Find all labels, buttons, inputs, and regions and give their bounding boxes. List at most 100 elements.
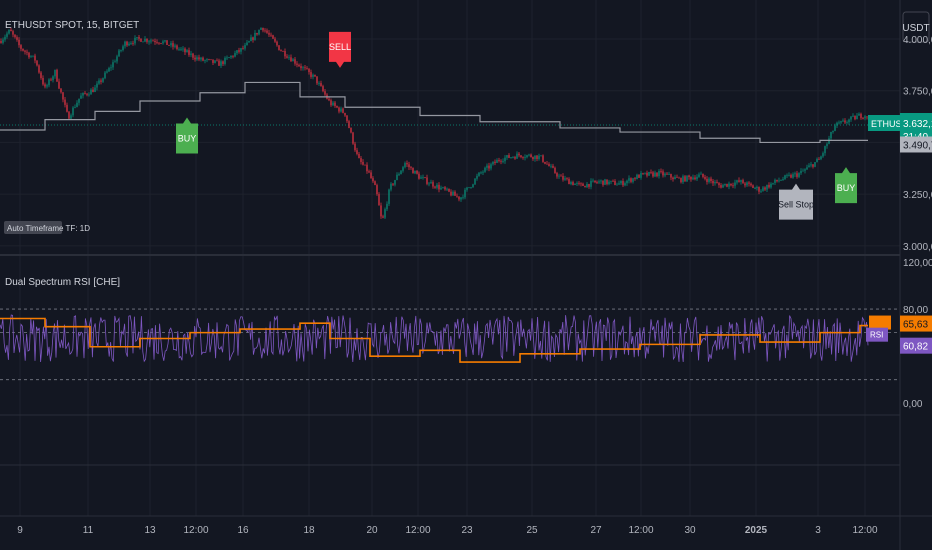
- candle-body: [616, 184, 618, 186]
- candle-body: [778, 180, 780, 182]
- candle-body: [294, 59, 296, 64]
- time-axis[interactable]: 9 11 13 12:00 16 18 20 12:00 23 25 27 12:00 30 2025 3 1…: [17, 525, 878, 536]
- candle-body: [582, 183, 584, 186]
- candle-body: [228, 57, 230, 59]
- indicator-axis[interactable]: 120,00 80,00 0,00: [903, 258, 932, 410]
- candle-body: [592, 180, 594, 182]
- candle-body: [670, 174, 672, 178]
- time-tick-label: 12:00: [405, 525, 430, 536]
- candle-body: [748, 182, 750, 184]
- symbol-title[interactable]: ETHUSDT SPOT, 15, BITGET: [5, 20, 139, 31]
- candle-body: [590, 180, 592, 187]
- price-axis[interactable]: 4.000,00 3.750,00 3.250,00 3.000,00: [903, 35, 932, 253]
- candle-body: [96, 83, 98, 88]
- candle-body: [66, 104, 68, 112]
- candle-body: [768, 184, 770, 188]
- candle-body: [252, 37, 254, 40]
- candle-body: [584, 185, 586, 188]
- candle-body: [212, 59, 214, 63]
- candle-body: [752, 185, 754, 188]
- candle-body: [816, 159, 818, 163]
- candle-body: [764, 187, 766, 190]
- candle-body: [712, 181, 714, 184]
- candle-body: [360, 158, 362, 162]
- candle-body: [412, 168, 414, 174]
- candle-body: [300, 66, 302, 69]
- candle-body: [854, 115, 856, 120]
- candle-body: [664, 173, 666, 176]
- candle-body: [400, 170, 402, 175]
- candle-body: [196, 57, 198, 60]
- candle-body: [746, 182, 748, 186]
- candle-body: [56, 69, 58, 82]
- candle-body: [162, 41, 164, 44]
- indicator-pane[interactable]: [0, 308, 900, 381]
- price-pane[interactable]: [0, 27, 868, 219]
- candle-body: [852, 115, 854, 117]
- candle-body: [62, 92, 64, 100]
- rsi-tag-box: [866, 327, 888, 342]
- candle-body: [0, 41, 2, 43]
- candle-body: [832, 130, 834, 133]
- currency-button[interactable]: [902, 11, 930, 43]
- candle-body: [240, 48, 242, 52]
- candle-body: [620, 181, 622, 184]
- candle-body: [472, 184, 474, 188]
- candle-body: [662, 171, 664, 176]
- candle-body: [90, 89, 92, 95]
- candle-body: [694, 177, 696, 180]
- candle-body: [726, 183, 728, 187]
- candle-body: [758, 187, 760, 192]
- candle-body: [680, 177, 682, 183]
- auto-timeframe-step-line: [0, 81, 868, 144]
- candle-body: [688, 175, 690, 177]
- candle-body: [656, 172, 658, 177]
- candle-body: [22, 48, 24, 51]
- htf-rsi-step-line: [0, 317, 868, 363]
- candle-body: [142, 41, 144, 43]
- candle-body: [246, 42, 248, 46]
- candle-body: [844, 120, 846, 123]
- time-tick-label: 12:00: [852, 525, 877, 536]
- candle-body: [436, 184, 438, 188]
- candle-body: [72, 107, 74, 116]
- candle-body: [296, 63, 298, 65]
- indicator-tick-label: 80,00: [903, 305, 928, 316]
- candle-body: [274, 38, 276, 42]
- candle-body: [52, 76, 54, 81]
- time-tick-label: 16: [237, 525, 249, 536]
- candle-body: [188, 50, 190, 55]
- candle-body: [414, 170, 416, 174]
- candle-body: [486, 165, 488, 168]
- candle-body: [298, 64, 300, 67]
- candle-body: [686, 175, 688, 182]
- candle-body: [104, 72, 106, 79]
- candle-body: [292, 59, 294, 62]
- indicator-tick-label: 120,00: [903, 258, 932, 269]
- candle-body: [792, 174, 794, 178]
- candle-body: [460, 197, 462, 200]
- candle-body: [44, 84, 46, 87]
- candle-body: [50, 79, 52, 81]
- candle-body: [588, 183, 590, 187]
- buy-marker: [176, 117, 198, 154]
- price-tick-label: 3.250,00: [903, 190, 932, 201]
- candle-body: [108, 68, 110, 72]
- candle-body: [102, 78, 104, 82]
- time-tick-label: 11: [83, 525, 94, 536]
- candle-body: [840, 121, 842, 123]
- candle-body: [646, 172, 648, 176]
- candle-body: [622, 181, 624, 186]
- candle-body: [450, 191, 452, 196]
- candle-body: [448, 188, 450, 192]
- candle-body: [272, 35, 274, 39]
- candle-body: [528, 154, 530, 156]
- candle-body: [418, 173, 420, 179]
- candle-body: [452, 191, 454, 196]
- candle-body: [264, 30, 266, 32]
- candle-body: [426, 177, 428, 184]
- candle-body: [128, 43, 130, 46]
- indicator-title[interactable]: Dual Spectrum RSI [CHE]: [5, 277, 120, 288]
- candle-body: [34, 55, 36, 61]
